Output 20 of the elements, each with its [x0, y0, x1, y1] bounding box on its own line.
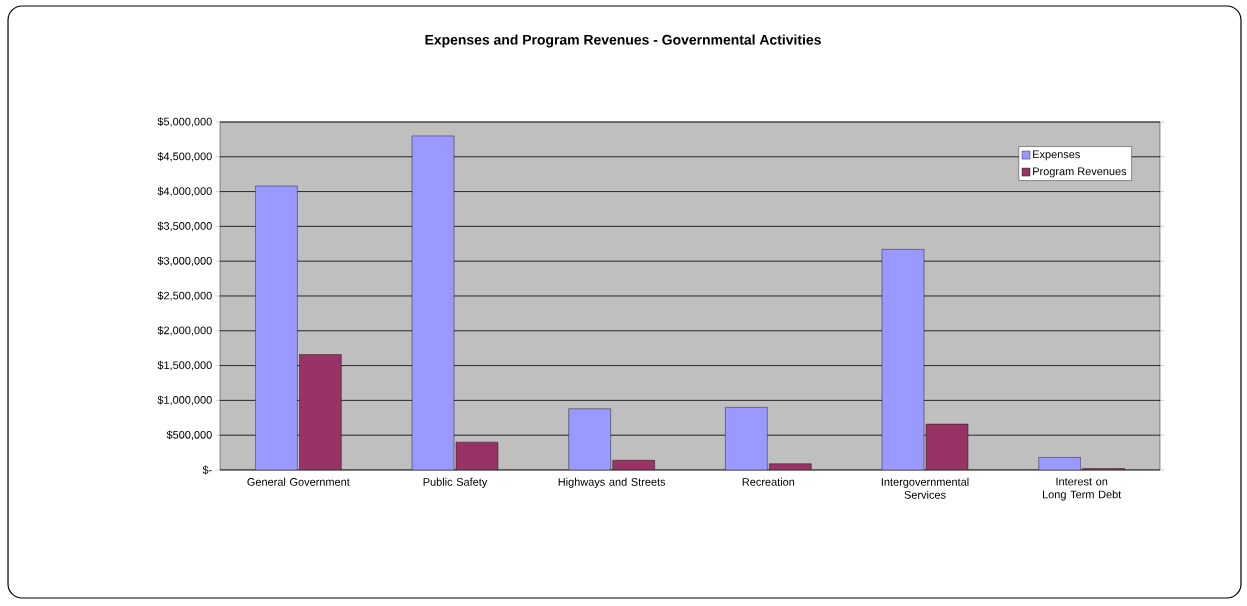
y-tick-label: $3,000,000 [157, 256, 212, 266]
y-tick-label: $3,500,000 [157, 221, 212, 232]
legend-label: Expenses [1033, 150, 1080, 161]
x-tick-label: Highways and Streets [558, 477, 666, 488]
x-tick-label: Intergovernmental Services [881, 477, 969, 499]
y-tick-label: $- [202, 465, 212, 475]
y-tick-label: $2,000,000 [157, 326, 212, 336]
x-tick-label: Recreation [742, 477, 795, 486]
chart-title: Expenses and Program Revenues - Governmental Activities [425, 34, 821, 48]
y-tick-label: $5,000,000 [157, 117, 212, 127]
y-tick-label: $1,000,000 [157, 395, 212, 406]
x-tick-label: General Government [247, 477, 350, 486]
y-tick-label: $4,000,000 [157, 186, 212, 197]
y-tick-label: $500,000 [166, 430, 212, 440]
legend-label: Program Revenues [1033, 167, 1127, 178]
y-tick-label: $1,500,000 [157, 360, 212, 371]
y-tick-label: $4,500,000 [157, 152, 212, 162]
y-tick-label: $2,500,000 [157, 291, 212, 301]
x-tick-label: Public Safety [423, 477, 488, 488]
x-tick-label: Interest on Long Term Debt [1042, 477, 1122, 501]
